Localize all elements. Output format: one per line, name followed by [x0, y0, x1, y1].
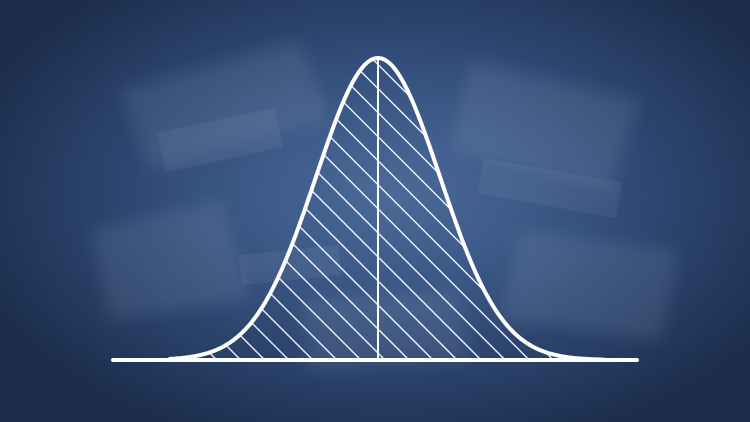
bell-curve-outline [168, 56, 606, 362]
